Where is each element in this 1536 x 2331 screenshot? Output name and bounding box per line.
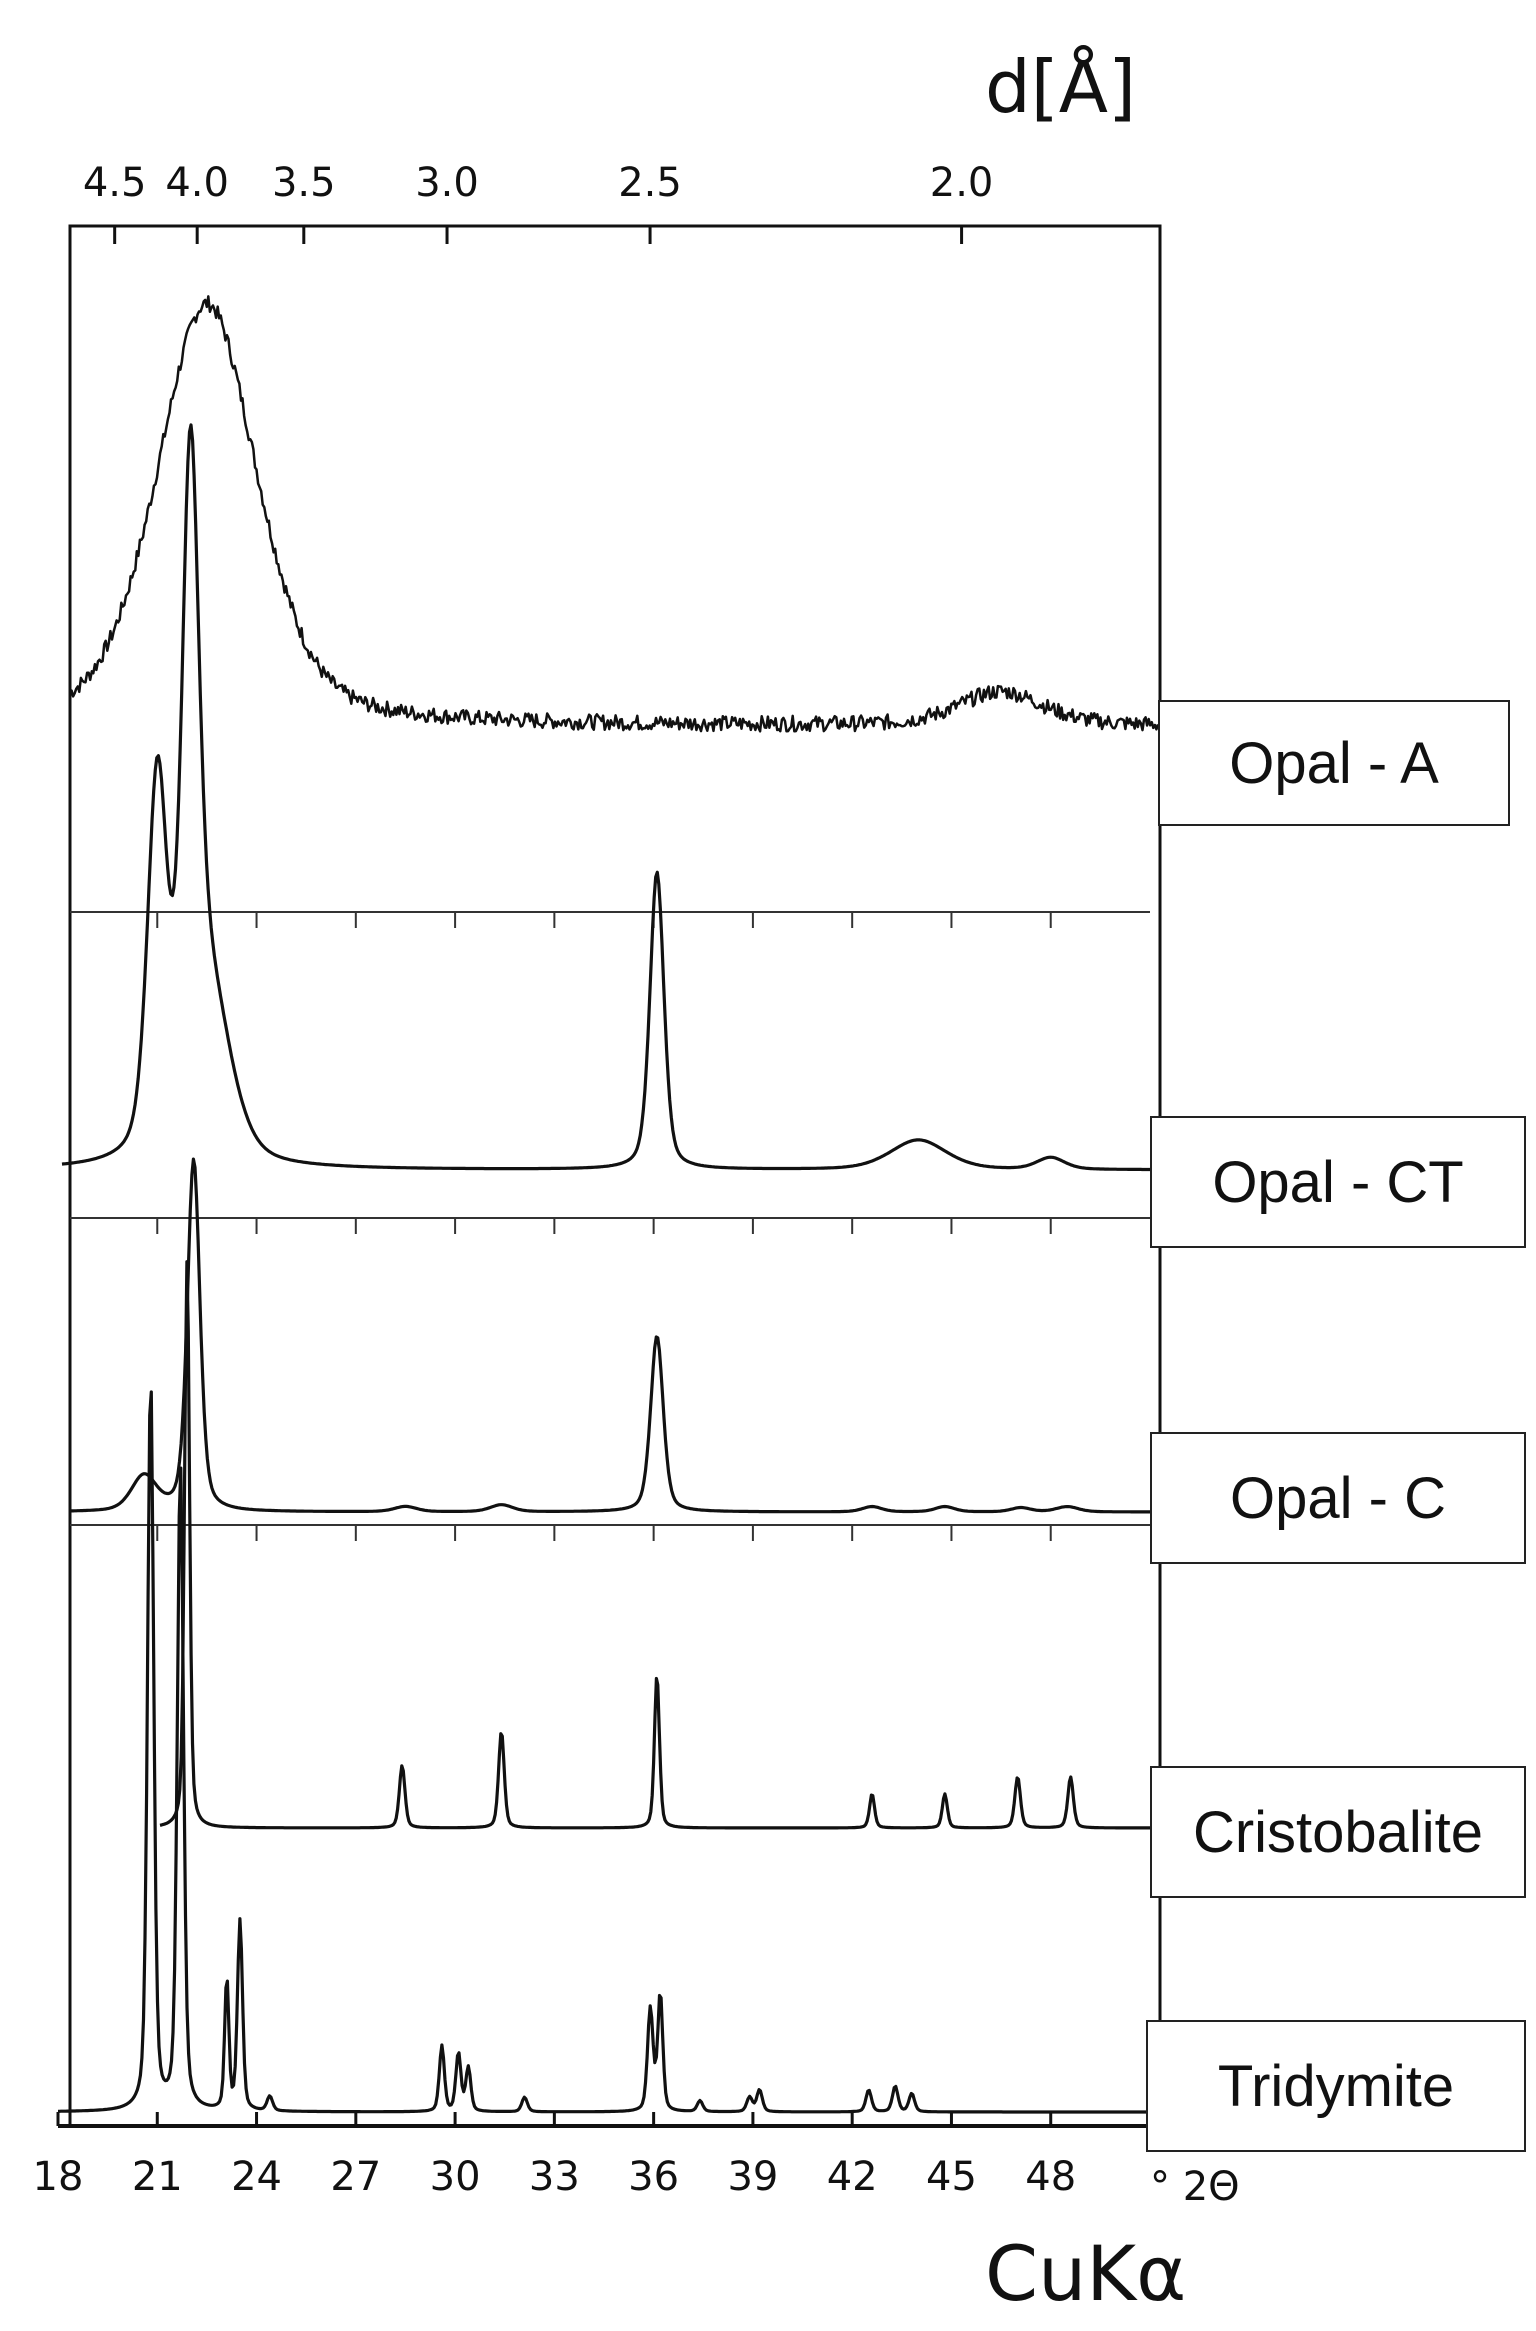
legend-entry: Opal - C xyxy=(1150,1432,1526,1564)
series-group xyxy=(58,295,1160,2114)
legend-entry: Opal - A xyxy=(1158,700,1510,826)
bottom-tick-label: 24 xyxy=(231,2154,282,2200)
series-line xyxy=(61,423,1150,1172)
top-tick-label: 3.5 xyxy=(272,160,336,206)
legend-entry: Cristobalite xyxy=(1150,1766,1526,1898)
plot-frame xyxy=(68,224,1162,2128)
x-unit-label: ° 2Θ xyxy=(1150,2164,1240,2210)
top-tick-label: 4.0 xyxy=(165,160,229,206)
bottom-tick-label: 48 xyxy=(1025,2154,1076,2200)
top-tick-label: 2.0 xyxy=(930,160,994,206)
top-axis-title: d[Å] xyxy=(985,45,1136,129)
bottom-tick-label: 21 xyxy=(132,2154,183,2200)
series-line xyxy=(58,1390,1146,2114)
bottom-tick-label: 45 xyxy=(926,2154,977,2200)
bottom-tick-label: 36 xyxy=(628,2154,679,2200)
legend-entry: Opal - CT xyxy=(1150,1116,1526,1248)
bottom-tick-group: 18 21 24 27 30 33 36 39 42 45 48 xyxy=(33,2112,1076,2200)
bottom-tick-label: 39 xyxy=(727,2154,778,2200)
top-tick-label: 2.5 xyxy=(618,160,682,206)
bottom-tick-label: 18 xyxy=(33,2154,84,2200)
bottom-axis-title: CuKα xyxy=(985,2229,1186,2318)
legend-entry: Tridymite xyxy=(1146,2020,1526,2152)
bottom-tick-label: 42 xyxy=(827,2154,878,2200)
bottom-tick-label: 33 xyxy=(529,2154,580,2200)
bottom-tick-label: 30 xyxy=(430,2154,481,2200)
series-line xyxy=(69,1157,1151,1514)
series-line xyxy=(159,1260,1151,1830)
top-tick-label: 3.0 xyxy=(415,160,479,206)
series-line xyxy=(68,295,1160,733)
top-tick-label: 4.5 xyxy=(83,160,147,206)
bottom-tick-label: 27 xyxy=(330,2154,381,2200)
top-tick-group: 4.5 4.0 3.5 3.0 2.5 2.0 xyxy=(83,160,994,244)
